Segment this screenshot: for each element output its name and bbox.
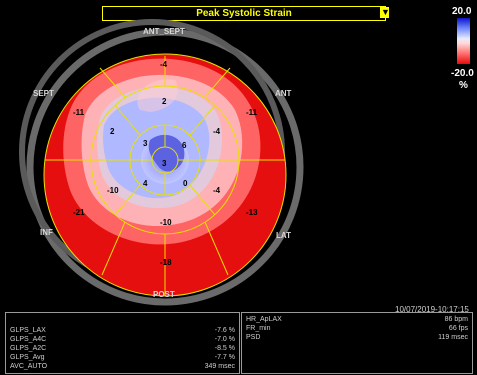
segment-value-mid-anteroseptal: 2 xyxy=(162,97,167,106)
measurement-value: -7.6 % xyxy=(214,327,235,334)
scale-min-label: -20.0 xyxy=(451,68,474,79)
segment-value-mid-inferior: -10 xyxy=(107,186,119,195)
strain-bullseye-plot: ANT_SEPT ANT LAT POST INF SEPT -4 -11 -1… xyxy=(19,19,304,306)
measurement-row: GLPS_LAX -7.6 % xyxy=(10,327,235,336)
chevron-down-icon[interactable]: ▼ xyxy=(380,7,390,18)
wall-label-ant-sept: ANT_SEPT xyxy=(143,27,185,36)
measurement-row: PSD 119 msec xyxy=(246,334,468,343)
segment-value-basal-septal: -11 xyxy=(73,108,85,117)
segment-value-basal-anterior: -11 xyxy=(246,108,258,117)
segment-value-mid-lateral: -4 xyxy=(213,186,221,195)
wall-label-sept: SEPT xyxy=(33,89,54,98)
segment-value-mid-septal: 2 xyxy=(110,127,115,136)
segment-value-apical-anterior: 6 xyxy=(182,141,187,150)
measurement-label: FR_min xyxy=(246,325,271,332)
measurement-label: HR_ApLAX xyxy=(246,316,282,323)
wall-label-post: POST xyxy=(153,290,175,299)
measurement-label: AVC_AUTO xyxy=(10,363,48,370)
segment-value-basal-anteroseptal: -4 xyxy=(160,60,168,69)
segment-value-basal-lateral: -13 xyxy=(246,208,258,217)
segment-value-basal-inferior: -21 xyxy=(73,208,85,217)
scale-unit-label: % xyxy=(459,80,468,91)
timestamp: 10/07/2019-10:17:15 xyxy=(395,305,469,314)
wall-label-ant: ANT xyxy=(275,89,292,98)
measurement-row: GLPS_A4C -7.0 % xyxy=(10,336,235,345)
measurement-value: 349 msec xyxy=(204,363,235,370)
measurement-value: -8.5 % xyxy=(214,345,235,352)
measurement-label: GLPS_A2C xyxy=(10,345,47,352)
wall-label-lat: LAT xyxy=(276,231,291,240)
measurement-label: PSD xyxy=(246,334,261,341)
measurement-row: HR_ApLAX 86 bpm xyxy=(246,316,468,325)
measurement-row: AVC_AUTO 349 msec xyxy=(10,363,235,372)
measurement-row: GLPS_A2C -8.5 % xyxy=(10,345,235,354)
outer-contour-ring xyxy=(26,28,304,306)
segment-value-apical-inferior: 4 xyxy=(143,179,148,188)
segment-value-apex: 3 xyxy=(162,159,167,168)
measurement-row: FR_min 66 fps xyxy=(246,325,468,334)
parameter-title: Peak Systolic Strain xyxy=(196,8,292,19)
wall-label-inf: INF xyxy=(40,228,53,237)
color-scale-bar xyxy=(457,18,470,64)
segment-value-mid-posterior: -10 xyxy=(160,218,172,227)
global-strain-panel: GLPS_LAX -7.6 % GLPS_A4C -7.0 % GLPS_A2C… xyxy=(5,312,240,374)
measurement-row: GLPS_Avg -7.7 % xyxy=(10,354,235,363)
scale-max-label: 20.0 xyxy=(452,6,472,17)
measurement-label: GLPS_A4C xyxy=(10,336,47,343)
segment-value-apical-septal: 3 xyxy=(143,139,148,148)
acquisition-info-panel: HR_ApLAX 86 bpm FR_min 66 fps PSD 119 ms… xyxy=(241,312,473,374)
measurement-value: -7.7 % xyxy=(214,354,235,361)
measurement-label: GLPS_LAX xyxy=(10,327,46,334)
measurement-value: 86 bpm xyxy=(444,316,468,323)
segment-value-apical-lateral: 0 xyxy=(183,179,188,188)
segment-value-basal-posterior: -18 xyxy=(160,258,172,267)
measurement-value: -7.0 % xyxy=(214,336,235,343)
measurement-value: 119 msec xyxy=(438,334,468,341)
measurement-label: GLPS_Avg xyxy=(10,354,45,361)
segment-value-mid-anterior: -4 xyxy=(213,127,221,136)
measurement-value: 66 fps xyxy=(448,325,468,332)
